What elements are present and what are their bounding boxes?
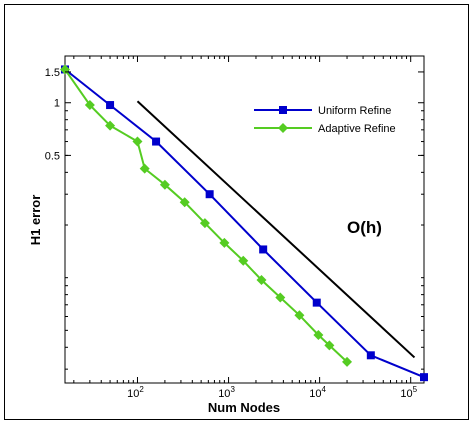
data-point-adaptive-refine — [199, 218, 210, 229]
y-axis-title: H1 error — [28, 195, 43, 246]
y-tick-label: 1.5 — [45, 67, 60, 79]
x-axis-title: Num Nodes — [208, 400, 280, 415]
y-tick-label: 1 — [54, 98, 60, 110]
data-point-adaptive-refine — [275, 292, 286, 303]
data-point-adaptive-refine — [342, 356, 353, 367]
legend-marker-adaptive-refine — [278, 123, 288, 133]
reference-line-layer — [136, 100, 416, 359]
series-line-uniform-refine — [64, 68, 425, 379]
data-point-adaptive-refine — [313, 330, 324, 341]
series-layer — [60, 64, 428, 382]
reference-slope-line — [136, 100, 416, 359]
data-point-uniform-refine — [106, 101, 115, 110]
data-point-adaptive-refine — [105, 120, 116, 131]
legend: Uniform Refine Adaptive Refine — [254, 105, 396, 135]
data-point-uniform-refine — [312, 298, 321, 307]
series-line-adaptive-refine — [64, 68, 348, 363]
data-point-adaptive-refine — [256, 274, 267, 285]
x-tick-label: 104 — [309, 385, 326, 400]
data-point-adaptive-refine — [219, 237, 230, 248]
legend-marker-uniform-refine — [279, 106, 287, 114]
x-tick-label: 103 — [218, 385, 235, 400]
data-point-adaptive-refine — [139, 163, 150, 174]
outer-frame — [4, 4, 469, 420]
data-point-uniform-refine — [259, 245, 268, 254]
data-point-adaptive-refine — [84, 100, 95, 111]
data-point-uniform-refine — [366, 351, 375, 360]
x-tick-label: 105 — [400, 385, 417, 400]
data-point-adaptive-refine — [159, 179, 170, 190]
annotation-order-h: O(h) — [347, 218, 382, 237]
y-tick-label: 0.5 — [45, 150, 60, 162]
legend-label-uniform-refine: Uniform Refine — [318, 105, 391, 117]
data-point-adaptive-refine — [179, 197, 190, 208]
data-point-uniform-refine — [152, 137, 161, 146]
data-point-adaptive-refine — [238, 255, 249, 266]
data-point-uniform-refine — [205, 190, 214, 199]
plot-frame — [64, 55, 425, 384]
axis-layer: 102 103 104 105 1.5 1 0.5 — [45, 56, 424, 400]
data-point-adaptive-refine — [132, 136, 143, 147]
x-tick-label: 102 — [127, 385, 144, 400]
legend-label-adaptive-refine: Adaptive Refine — [318, 123, 396, 135]
data-point-adaptive-refine — [294, 310, 305, 321]
data-point-adaptive-refine — [324, 340, 335, 351]
data-point-uniform-refine — [420, 373, 428, 382]
